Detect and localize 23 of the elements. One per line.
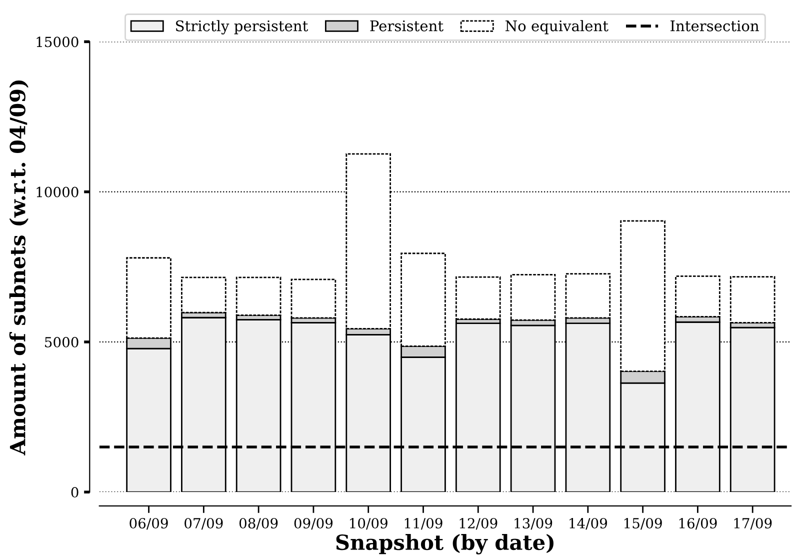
- x-tick-label: 12/09: [460, 518, 498, 530]
- x-tick-label: 06/09: [130, 518, 168, 530]
- x-tick-label: 10/09: [350, 518, 388, 530]
- x-tick-label: 09/09: [294, 518, 333, 530]
- legend-label: Persistent: [370, 20, 444, 32]
- y-tick-label: 10000: [36, 186, 78, 198]
- x-tick-label: 15/09: [624, 518, 662, 530]
- x-tick-label: 17/09: [734, 518, 772, 530]
- x-tick-label: 07/09: [184, 518, 223, 530]
- x-tick-label: 16/09: [679, 518, 717, 530]
- legend-label: Strictly persistent: [176, 20, 308, 34]
- y-tick-label: 0: [71, 487, 78, 498]
- x-tick-label: 14/09: [570, 518, 607, 530]
- x-tick-label: 08/09: [239, 518, 278, 530]
- x-axis-title: Snapshot (by date): [336, 534, 554, 554]
- x-tick-label: 13/09: [514, 518, 552, 530]
- y-axis-title: Amount of subnets (w.r.t. 04/09): [9, 80, 28, 456]
- x-tick-label: 11/09: [404, 518, 442, 530]
- legend-label: Intersection: [670, 20, 759, 32]
- y-tick-label: 5000: [45, 336, 78, 348]
- legend-label: No equivalent: [506, 20, 608, 34]
- bar: [455, 276, 501, 320]
- y-tick-label: 15000: [36, 36, 78, 48]
